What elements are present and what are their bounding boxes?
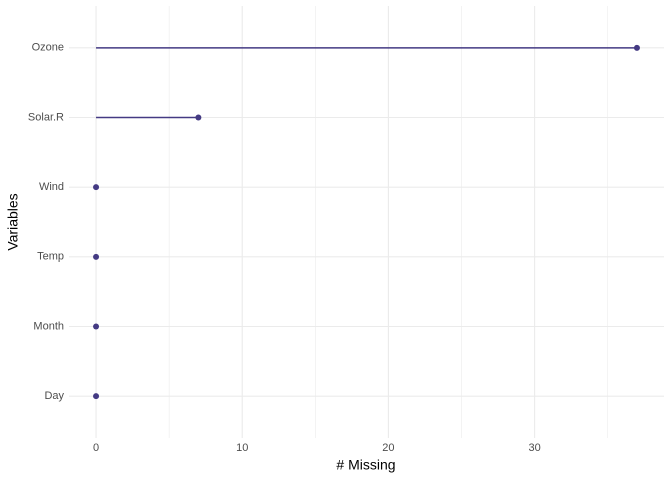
x-tick-label: 10: [236, 442, 248, 454]
y-tick-label: Solar.R: [28, 111, 64, 123]
x-tick-label: 0: [93, 442, 99, 454]
y-tick-label: Wind: [39, 181, 64, 193]
dot: [93, 323, 100, 330]
dot: [195, 114, 202, 121]
dot: [93, 184, 100, 191]
y-tick-label: Month: [33, 320, 64, 332]
dot: [633, 44, 640, 51]
dot: [93, 253, 100, 260]
y-tick-label: Day: [44, 390, 64, 402]
y-axis-title: Variables: [5, 193, 21, 250]
x-tick-label: 20: [382, 442, 394, 454]
y-tick-label: Temp: [37, 251, 64, 263]
y-tick-label: Ozone: [32, 42, 64, 54]
x-axis-title: # Missing: [336, 457, 395, 473]
x-tick-label: 30: [528, 442, 540, 454]
dot: [93, 393, 100, 400]
